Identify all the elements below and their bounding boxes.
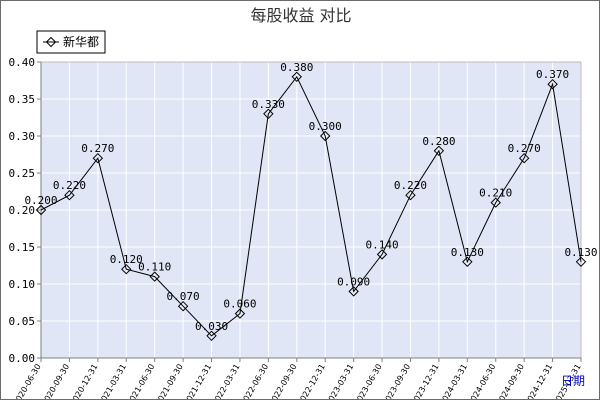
legend: 新华都 — [36, 30, 106, 54]
y-tick-label: 0.40 — [9, 56, 36, 69]
data-label: 0.280 — [422, 135, 455, 148]
x-tick-label: 2020-06-30 — [12, 363, 43, 400]
x-tick-label: 2023-06-30 — [353, 363, 384, 400]
data-label: 0.070 — [167, 290, 200, 303]
data-label: 0.120 — [110, 253, 143, 266]
data-label: 0.380 — [280, 61, 313, 74]
data-point-marker — [490, 197, 501, 208]
series-line — [40, 75, 582, 337]
data-point-marker — [547, 78, 558, 90]
data-point-marker — [433, 145, 445, 157]
data-label: 0.130 — [451, 246, 484, 259]
x-tick-label: 2022-03-31 — [211, 363, 242, 400]
x-tick-label: 2023-03-31 — [324, 363, 355, 400]
y-tick-label: 0.25 — [9, 167, 36, 180]
y-tick-label: 0.05 — [9, 315, 36, 328]
data-point-marker — [35, 204, 47, 216]
data-label: 0.110 — [138, 261, 171, 274]
x-tick-label: 2021-03-31 — [97, 363, 128, 400]
y-tick-label: 0.15 — [9, 241, 36, 254]
x-tick-label: 2024-12-31 — [523, 363, 554, 400]
data-point-marker — [177, 300, 189, 312]
legend-box — [36, 30, 106, 54]
y-tick-label: 0.20 — [9, 204, 36, 217]
data-point-marker — [121, 263, 132, 275]
x-tick-label: 2022-06-30 — [239, 363, 270, 400]
x-tick-label: 2024-09-30 — [495, 363, 526, 400]
data-point-marker — [462, 256, 473, 268]
data-point-marker — [234, 308, 246, 319]
data-label: 0.300 — [309, 120, 342, 133]
data-point-marker — [291, 71, 302, 83]
data-point-marker — [64, 189, 75, 201]
data-point-marker — [320, 130, 331, 142]
data-point-marker — [149, 271, 160, 282]
data-label: 0.270 — [81, 142, 114, 155]
data-point-marker — [263, 108, 274, 120]
x-tick-label: 2020-09-30 — [40, 363, 71, 400]
data-label: 0.030 — [195, 320, 228, 333]
x-tick-label: 2021-09-30 — [154, 363, 185, 400]
y-tick-label: 0.35 — [9, 93, 36, 106]
x-tick-label: 2022-09-30 — [267, 363, 298, 400]
data-label: 0.370 — [536, 68, 569, 81]
data-point-marker — [348, 286, 359, 297]
data-label: 0.220 — [53, 179, 86, 192]
chart-title: 每股收益 对比 — [250, 6, 351, 25]
x-tick-label: 2020-12-31 — [69, 363, 100, 400]
x-tick-label: 2023-12-31 — [410, 363, 441, 400]
y-axis-ticks: 0.00 0.05 0.10 0.15 0.20 0.25 0.30 0.35 0.40 — [9, 56, 41, 365]
legend-diamond-icon — [45, 36, 57, 48]
y-tick-label: 0.30 — [9, 130, 36, 143]
data-point-marker — [206, 330, 217, 342]
data-label: 0.210 — [479, 187, 512, 200]
data-points — [35, 71, 587, 342]
data-label: 0.140 — [365, 238, 398, 251]
x-tick-label: 2023-09-30 — [381, 363, 412, 400]
legend-entry: 新华都 — [63, 34, 99, 49]
x-tick-label: 2022-12-31 — [296, 363, 327, 400]
data-label: 0.330 — [252, 98, 285, 111]
x-tick-label: 2021-12-31 — [182, 363, 213, 400]
data-label: 0.270 — [508, 142, 541, 155]
data-point-marker — [575, 256, 587, 268]
x-axis-ticks: 2020-06-302020-09-302020-12-312021-03-31… — [12, 358, 583, 399]
x-axis-label: 日期 — [561, 374, 585, 388]
data-point-marker — [405, 189, 416, 201]
data-label: 0.090 — [337, 275, 370, 288]
y-tick-label: 0.00 — [9, 352, 36, 365]
data-label: 0.060 — [223, 298, 256, 311]
x-tick-label: 2021-06-30 — [125, 363, 156, 400]
data-label: 0.130 — [564, 246, 597, 259]
x-tick-label: 2024-03-31 — [438, 363, 469, 400]
data-label: 0.220 — [394, 179, 427, 192]
x-tick-label: 2024-06-30 — [466, 362, 497, 399]
data-point-marker — [518, 152, 530, 164]
data-point-marker — [92, 152, 104, 164]
data-label: 0.200 — [24, 194, 57, 207]
y-tick-label: 0.10 — [9, 278, 36, 291]
data-point-marker — [376, 249, 388, 260]
